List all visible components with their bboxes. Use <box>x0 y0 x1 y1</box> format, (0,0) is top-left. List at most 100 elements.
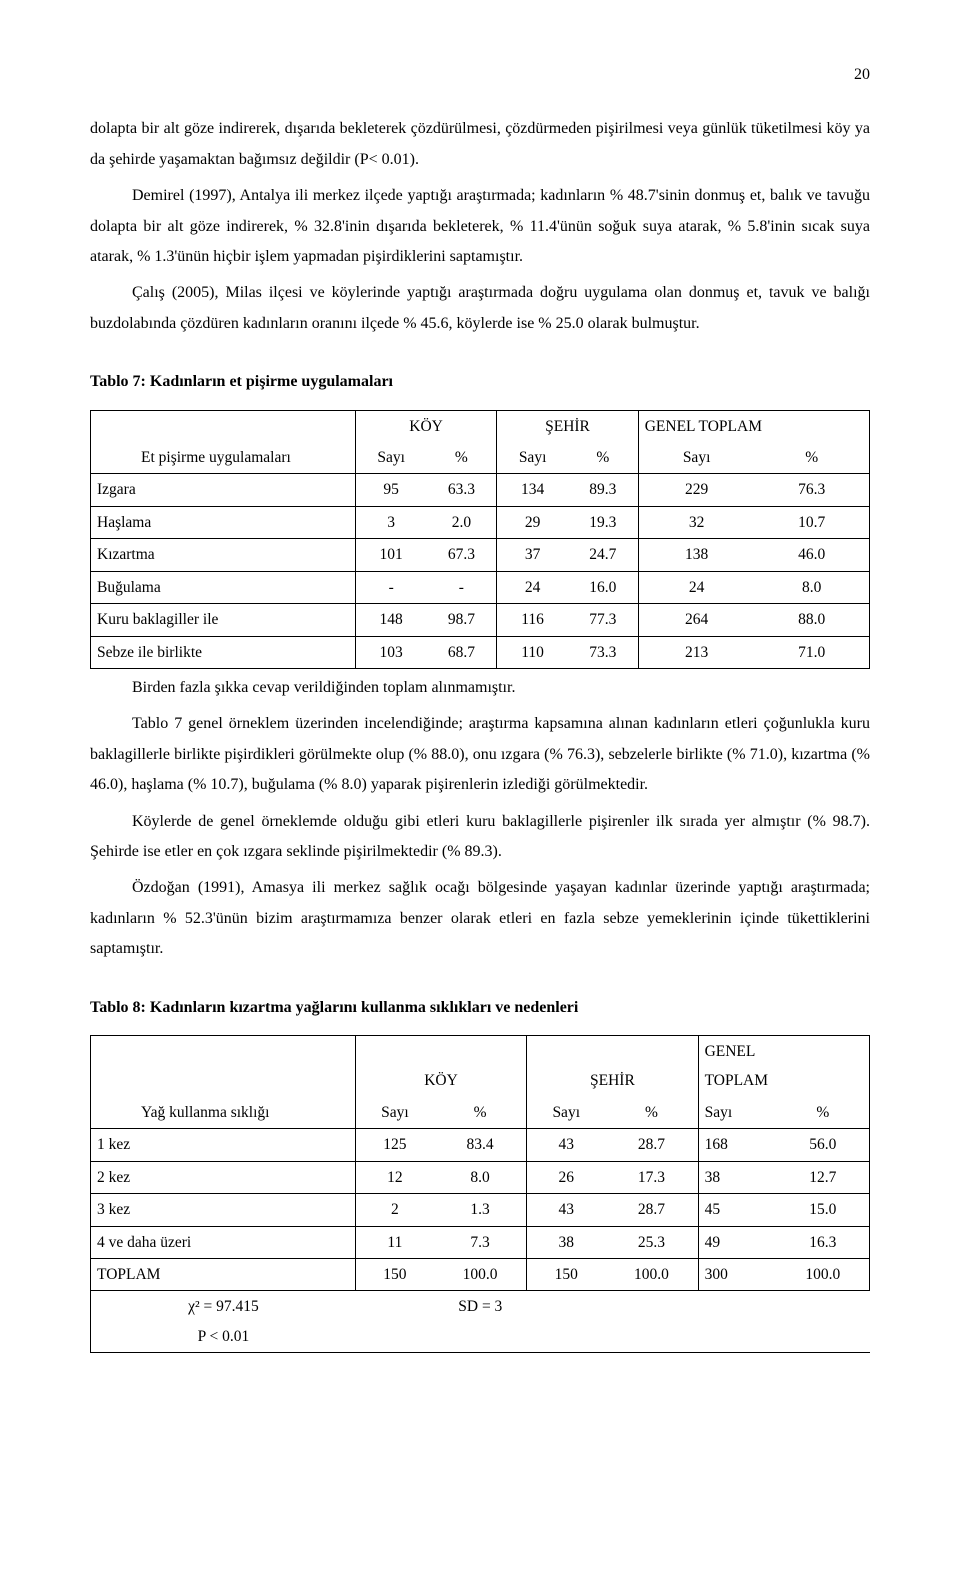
cell: 25.3 <box>605 1226 698 1258</box>
th: % <box>434 1097 527 1129</box>
table-row-label: 2 kez <box>91 1161 356 1193</box>
table7-header-sehir: ŞEHİR <box>497 410 638 442</box>
table8: KÖY ŞEHİR GENELTOPLAM Yağ kullanma sıklı… <box>90 1035 870 1353</box>
cell: 12.7 <box>777 1161 870 1193</box>
table-row-label: Kızartma <box>91 539 356 571</box>
cell: 100.0 <box>434 1258 527 1290</box>
paragraph-2: Demirel (1997), Antalya ili merkez ilçed… <box>90 181 870 272</box>
cell: 150 <box>527 1258 606 1290</box>
paragraph-4: Tablo 7 genel örneklem üzerinden incelen… <box>90 709 870 800</box>
cell: 2.0 <box>426 506 496 538</box>
cell: 89.3 <box>568 474 638 506</box>
table-row-label: Buğulama <box>91 571 356 603</box>
cell: 7.3 <box>434 1226 527 1258</box>
table-row-label: 4 ve daha üzeri <box>91 1226 356 1258</box>
cell: 103 <box>355 636 426 668</box>
th: % <box>426 442 496 474</box>
cell: 37 <box>497 539 568 571</box>
cell: 148 <box>355 604 426 636</box>
table-row-label: Sebze ile birlikte <box>91 636 356 668</box>
table7-header-genel: GENEL TOPLAM <box>638 410 869 442</box>
cell: - <box>426 571 496 603</box>
table7-caption: Tablo 7: Kadınların et pişirme uygulamal… <box>90 367 870 397</box>
cell: 168 <box>698 1129 777 1161</box>
cell: 49 <box>698 1226 777 1258</box>
chi-square: χ² = 97.415 <box>97 1292 350 1321</box>
table7: KÖY ŞEHİR GENEL TOPLAM Et pişirme uygula… <box>90 410 870 670</box>
cell: 28.7 <box>605 1194 698 1226</box>
cell: 43 <box>527 1194 606 1226</box>
th: Sayı <box>355 1097 434 1129</box>
th: Sayı <box>698 1097 777 1129</box>
cell: 45 <box>698 1194 777 1226</box>
cell: 1.3 <box>434 1194 527 1226</box>
cell: 83.4 <box>434 1129 527 1161</box>
cell: 16.0 <box>568 571 638 603</box>
th: % <box>777 1097 870 1129</box>
table8-stats-row: χ² = 97.415 SD = 3 P < 0.01 <box>91 1291 870 1353</box>
cell: 63.3 <box>426 474 496 506</box>
table8-header-genel: GENELTOPLAM <box>698 1035 869 1096</box>
cell: 71.0 <box>754 636 869 668</box>
cell: 101 <box>355 539 426 571</box>
cell: 264 <box>638 604 754 636</box>
cell: 95 <box>355 474 426 506</box>
table7-rowheader-label: Et pişirme uygulamaları <box>91 442 356 474</box>
table-row-label: Izgara <box>91 474 356 506</box>
cell: - <box>355 571 426 603</box>
th: % <box>754 442 869 474</box>
cell: 125 <box>355 1129 434 1161</box>
cell: 68.7 <box>426 636 496 668</box>
paragraph-6: Özdoğan (1991), Amasya ili merkez sağlık… <box>90 873 870 964</box>
cell: 100.0 <box>605 1258 698 1290</box>
cell: 24 <box>638 571 754 603</box>
cell: 46.0 <box>754 539 869 571</box>
table8-rowheader-label: Yağ kullanma sıklığı <box>91 1097 356 1129</box>
sd-value: SD = 3 <box>354 1292 607 1321</box>
cell: 10.7 <box>754 506 869 538</box>
cell: 213 <box>638 636 754 668</box>
cell: 8.0 <box>754 571 869 603</box>
th: Sayı <box>497 442 568 474</box>
cell: 73.3 <box>568 636 638 668</box>
cell: 38 <box>527 1226 606 1258</box>
cell: 110 <box>497 636 568 668</box>
table-row-label: TOPLAM <box>91 1258 356 1290</box>
paragraph-1: dolapta bir alt göze indirerek, dışarıda… <box>90 114 870 175</box>
cell: 17.3 <box>605 1161 698 1193</box>
cell: 150 <box>355 1258 434 1290</box>
cell: 138 <box>638 539 754 571</box>
cell: 229 <box>638 474 754 506</box>
table-row-label: 3 kez <box>91 1194 356 1226</box>
cell: 11 <box>355 1226 434 1258</box>
cell: 19.3 <box>568 506 638 538</box>
cell: 67.3 <box>426 539 496 571</box>
table8-header-koy: KÖY <box>355 1035 526 1096</box>
cell: 77.3 <box>568 604 638 636</box>
table7-header-koy: KÖY <box>355 410 496 442</box>
cell: 3 <box>355 506 426 538</box>
cell: 38 <box>698 1161 777 1193</box>
th: % <box>568 442 638 474</box>
cell: 29 <box>497 506 568 538</box>
table-row-label: Haşlama <box>91 506 356 538</box>
cell: 116 <box>497 604 568 636</box>
cell: 32 <box>638 506 754 538</box>
cell: 100.0 <box>777 1258 870 1290</box>
cell: 88.0 <box>754 604 869 636</box>
cell: 43 <box>527 1129 606 1161</box>
table8-header-sehir: ŞEHİR <box>527 1035 698 1096</box>
paragraph-5: Köylerde de genel örneklemde olduğu gibi… <box>90 807 870 868</box>
cell: 24 <box>497 571 568 603</box>
page-number: 20 <box>90 60 870 90</box>
p-value: P < 0.01 <box>97 1322 350 1351</box>
cell: 16.3 <box>777 1226 870 1258</box>
table8-caption: Tablo 8: Kadınların kızartma yağlarını k… <box>90 993 870 1023</box>
table-row-label: 1 kez <box>91 1129 356 1161</box>
cell: 26 <box>527 1161 606 1193</box>
cell: 134 <box>497 474 568 506</box>
cell: 24.7 <box>568 539 638 571</box>
cell: 76.3 <box>754 474 869 506</box>
th: Sayı <box>638 442 754 474</box>
cell: 56.0 <box>777 1129 870 1161</box>
